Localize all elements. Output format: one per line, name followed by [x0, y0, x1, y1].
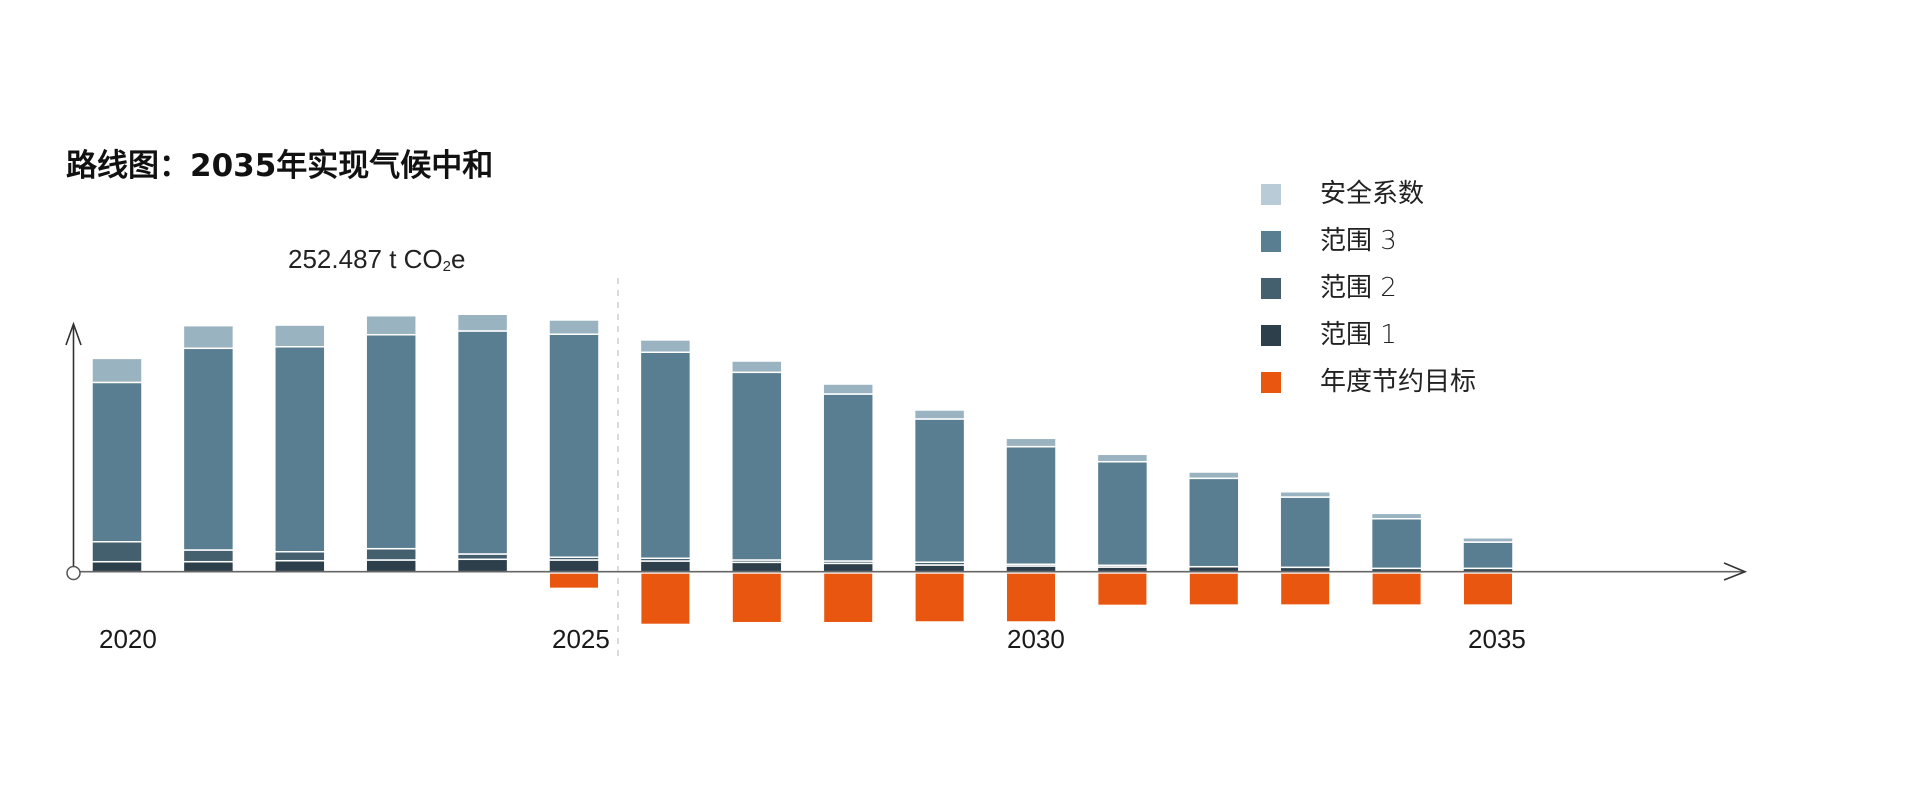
bar-saving-2031	[1098, 573, 1147, 605]
chart-title: 路线图：2035年实现气候中和	[66, 148, 494, 184]
legend-label: 安全系数	[1320, 179, 1425, 209]
x-axis-arrow-icon	[1723, 562, 1748, 581]
bar-segment-scope1-2022	[274, 559, 326, 573]
year-label-2030: 2030	[1007, 624, 1065, 654]
bar-saving-2025	[550, 573, 598, 588]
year-label-2020: 2020	[99, 624, 157, 654]
bar-segment-scope3-2025	[548, 333, 600, 558]
bar-segment-scope3-2024	[456, 330, 509, 555]
bar-segment-scope3-2021	[182, 347, 235, 551]
year-label-2025: 2025	[552, 624, 610, 654]
bar-segment-scope3-2035	[1462, 541, 1514, 570]
bar-saving-2026	[641, 573, 690, 624]
bar-segment-scope3-2022	[274, 346, 326, 553]
legend-item-scope3: 范围 3	[1261, 227, 1476, 274]
legend-swatch-scope2	[1261, 278, 1281, 299]
legend-swatch-scope1	[1261, 325, 1281, 346]
bar-segment-safety-2029	[913, 409, 966, 420]
bar-saving-2032	[1189, 573, 1238, 605]
bar-saving-2035	[1464, 573, 1512, 605]
bar-segment-safety-2035	[1462, 537, 1514, 543]
bar-segment-scope3-2023	[365, 333, 417, 550]
bar-segment-safety-2028	[822, 383, 874, 395]
bar-segment-scope2-2022	[274, 550, 326, 562]
bar-segment-scope1-2024	[456, 558, 509, 573]
total-emissions-label: 252.487 t CO2e	[288, 244, 465, 275]
bar-segment-scope1-2027	[731, 561, 783, 573]
bar-segment-scope1-2026	[639, 560, 692, 573]
bar-segment-scope1-2021	[182, 560, 235, 573]
bar-saving-2033	[1281, 573, 1330, 605]
y-axis-arrow-icon	[65, 321, 82, 346]
bar-saving-2030	[1007, 573, 1055, 622]
bar-segment-safety-2020	[91, 357, 143, 384]
bar-segment-scope2-2024	[456, 553, 509, 561]
bar-segment-safety-2022	[274, 324, 326, 348]
bar-segment-scope1-2025	[548, 559, 600, 573]
year-label-2035: 2035	[1468, 624, 1526, 654]
bar-segment-scope3-2033	[1279, 496, 1331, 569]
bar-segment-scope1-2029	[913, 564, 966, 573]
bar-segment-scope3-2032	[1188, 477, 1240, 568]
total-value: 252.487 t CO	[288, 244, 443, 274]
legend-item-scope2: 范围 2	[1261, 274, 1476, 321]
bar-segment-safety-2026	[639, 339, 692, 353]
bar-segment-scope2-2020	[91, 541, 143, 563]
bar-segment-safety-2034	[1370, 512, 1423, 520]
bar-segment-safety-2031	[1096, 453, 1149, 463]
bar-segment-safety-2023	[365, 314, 417, 336]
total-suffix: e	[451, 244, 466, 274]
legend-label: 范围 2	[1320, 273, 1397, 303]
bars-group	[91, 313, 1514, 624]
legend-label: 范围 3	[1320, 226, 1397, 256]
legend-label: 范围 1	[1320, 320, 1397, 350]
bar-segment-scope3-2031	[1096, 460, 1149, 567]
bar-segment-safety-2027	[731, 360, 783, 374]
subscript-2: 2	[442, 258, 451, 275]
bar-saving-2028	[824, 573, 873, 622]
bar-segment-scope3-2028	[822, 393, 874, 562]
bar-segment-safety-2033	[1279, 491, 1331, 498]
bar-segment-scope3-2029	[913, 418, 966, 563]
bar-segment-safety-2021	[182, 324, 235, 350]
legend: 安全系数范围 3 范围 2 范围 1 年度节约目标	[1261, 180, 1476, 415]
bar-segment-scope2-2023	[365, 547, 417, 561]
legend-swatch-safety	[1261, 184, 1281, 205]
bar-segment-scope1-2028	[822, 562, 874, 573]
bar-segment-scope3-2026	[639, 351, 692, 560]
legend-swatch-saving	[1261, 372, 1281, 393]
bar-segment-safety-2030	[1005, 437, 1057, 448]
legend-item-saving: 年度节约目标	[1261, 368, 1476, 415]
bar-segment-scope3-2034	[1370, 517, 1423, 570]
legend-label: 年度节约目标	[1320, 367, 1477, 397]
bar-segment-scope1-2030	[1005, 565, 1057, 573]
bar-segment-safety-2024	[456, 313, 509, 332]
bar-segment-scope3-2027	[731, 371, 783, 561]
legend-swatch-scope3	[1261, 231, 1281, 252]
bar-segment-scope3-2030	[1005, 445, 1057, 566]
bar-segment-safety-2025	[548, 319, 600, 335]
bar-saving-2034	[1372, 573, 1421, 605]
legend-item-safety: 安全系数	[1261, 180, 1476, 227]
bar-segment-scope1-2020	[91, 560, 143, 573]
bar-segment-safety-2032	[1188, 471, 1240, 480]
bar-segment-scope1-2023	[365, 559, 417, 573]
bar-saving-2029	[915, 573, 964, 622]
legend-item-scope1: 范围 1	[1261, 321, 1476, 368]
bar-saving-2027	[732, 573, 781, 622]
bar-segment-scope3-2020	[91, 381, 143, 543]
axis-origin-icon	[66, 565, 81, 581]
bar-segment-scope2-2021	[182, 549, 235, 563]
